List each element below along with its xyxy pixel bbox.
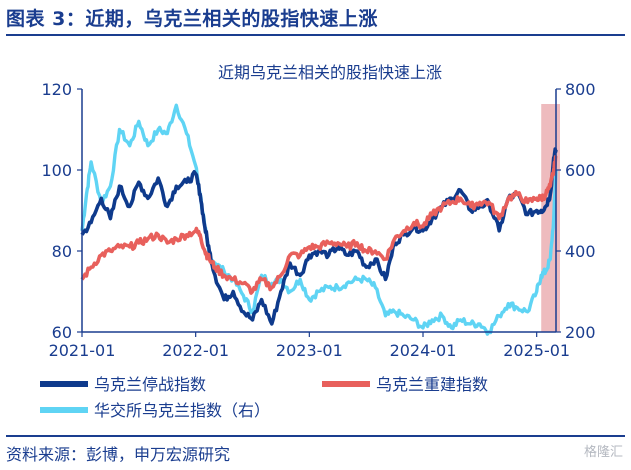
x-tick-label: 2022-01	[162, 341, 229, 360]
legend-label: 华交所乌克兰指数（右）	[94, 401, 270, 420]
series-line-0	[80, 147, 558, 326]
axes-layer: 60 80 100 120 200 400 600 800 2021-01 2022-01 2023…	[41, 80, 595, 360]
source-text: 资料来源：彭博，申万宏源研究	[6, 445, 231, 464]
series-layer	[80, 103, 558, 336]
series-line-2	[80, 103, 558, 336]
chart-title: 近期乌克兰相关的股指快速上涨	[218, 63, 442, 82]
y-right-tick-label: 600	[565, 161, 596, 180]
x-tick-label: 2023-01	[276, 341, 343, 360]
source-rule	[6, 435, 625, 437]
title-rule	[6, 34, 625, 36]
x-tick-label: 2021-01	[49, 341, 116, 360]
y-right-tick-label: 400	[565, 242, 596, 261]
x-tick-label: 2025-01	[503, 341, 570, 360]
chart: 近期乌克兰相关的股指快速上涨 60 80 100 120 200 400 600 800 202…	[40, 63, 596, 420]
series-line-1	[80, 155, 558, 295]
y-left-tick-label: 60	[52, 323, 72, 342]
legend-label: 乌克兰停战指数	[94, 375, 206, 394]
watermark: 格隆汇	[583, 445, 623, 460]
shaded-region	[541, 104, 560, 332]
y-left-tick-label: 100	[41, 161, 72, 180]
y-right-tick-label: 800	[565, 80, 596, 99]
y-left-tick-label: 80	[52, 242, 72, 261]
legend-label: 乌克兰重建指数	[376, 375, 488, 394]
figure-title: 图表 3：近期，乌克兰相关的股指快速上涨	[6, 8, 378, 30]
y-left-tick-label: 120	[41, 80, 72, 99]
x-tick-label: 2024-01	[390, 341, 457, 360]
y-right-tick-label: 200	[565, 323, 596, 342]
